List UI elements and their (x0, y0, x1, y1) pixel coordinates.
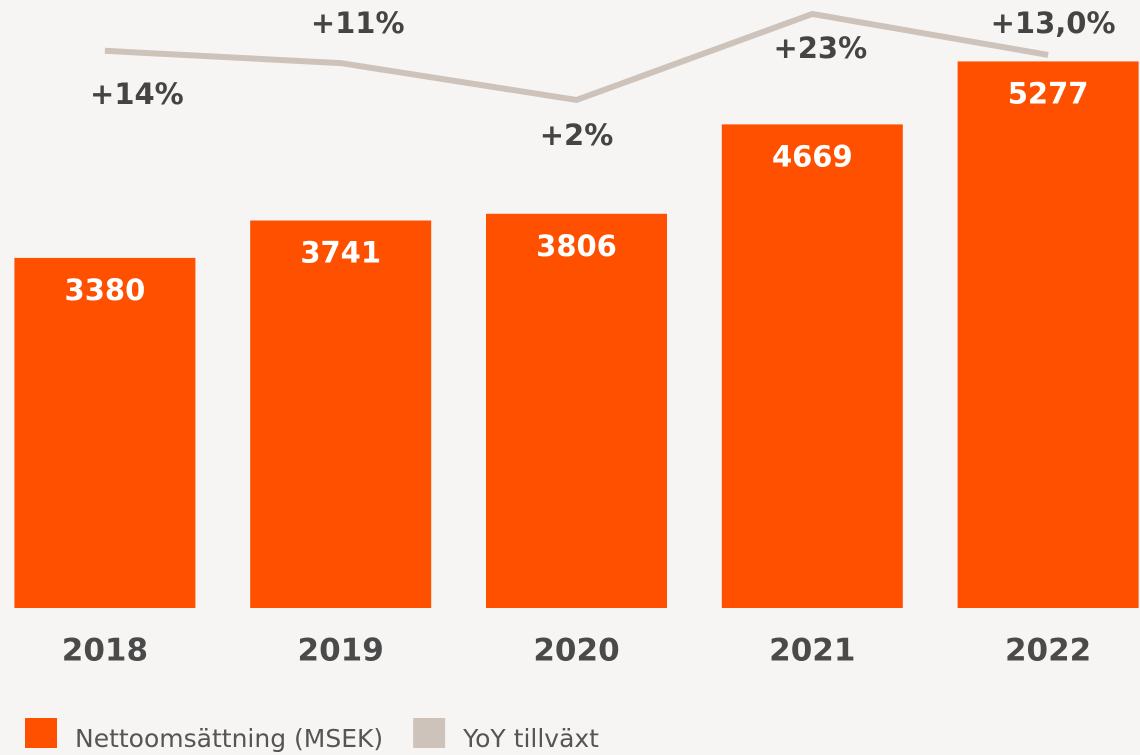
legend-swatch (25, 718, 57, 748)
line-label: +13,0% (991, 6, 1116, 40)
line-label: +14% (90, 77, 184, 111)
line-label: +23% (773, 31, 867, 65)
bar-label: 3741 (300, 236, 381, 270)
x-tick-label: 2018 (62, 633, 148, 669)
bar (957, 61, 1139, 609)
legend-label: Nettoomsättning (MSEK) (75, 724, 383, 753)
legend-label: YoY tillväxt (462, 724, 599, 753)
bar (721, 124, 903, 608)
x-tick-label: 2021 (769, 633, 855, 669)
x-tick-label: 2020 (533, 633, 619, 669)
legend-swatch (413, 718, 446, 748)
x-tick-label: 2022 (1005, 633, 1091, 669)
line-label: +2% (540, 118, 614, 152)
bar-label: 5277 (1008, 76, 1089, 110)
bar-label: 3806 (536, 229, 617, 263)
x-tick-label: 2019 (298, 633, 384, 669)
bar (486, 213, 667, 608)
bar (250, 220, 432, 608)
line-label: +11% (311, 6, 405, 40)
line (104, 10, 1049, 104)
bar (14, 257, 196, 608)
bar-label: 4669 (772, 139, 853, 173)
bar-label: 3380 (65, 273, 146, 307)
